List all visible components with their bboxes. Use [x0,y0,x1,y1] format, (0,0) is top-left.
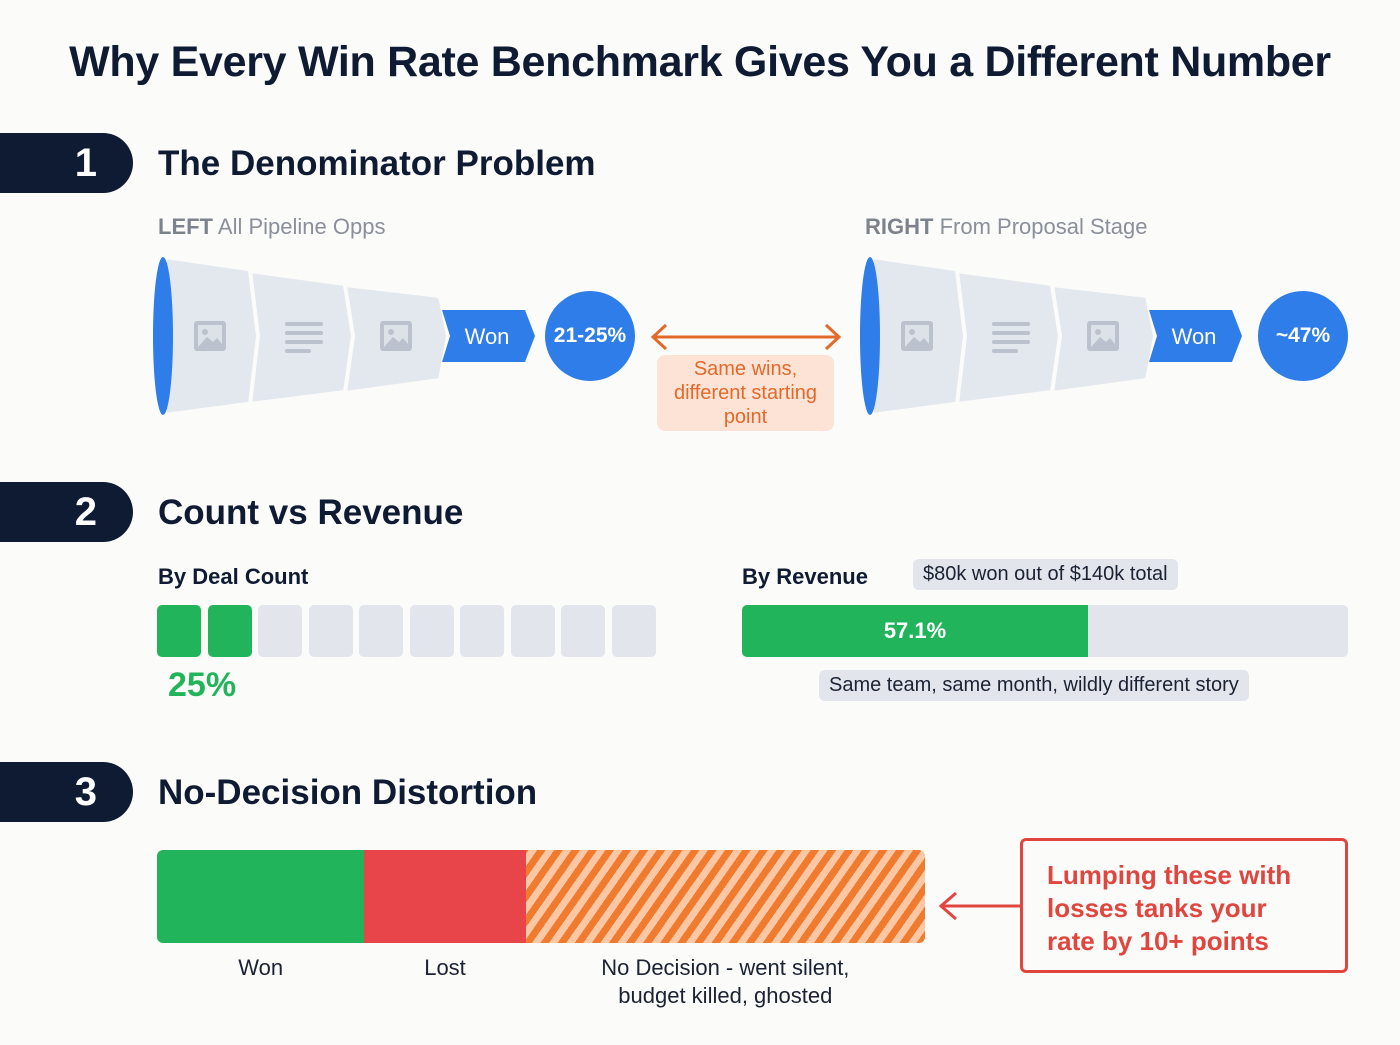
funnel-mouth [860,257,880,415]
count-rate: 25% [168,666,237,704]
won-stage [1149,310,1242,362]
deal-square [611,605,656,657]
revenue-label: By Revenue [742,564,868,589]
revenue-note: $80k won out of $140k total [913,559,1178,590]
section-title-3: No-Decision Distortion [158,773,538,812]
page-title: Why Every Win Rate Benchmark Gives You a… [69,38,1331,86]
image-icon [1087,321,1119,351]
left-arrow-icon [938,891,1020,921]
deal-count-label: By Deal Count [158,564,309,589]
right-rate-circle: ~47% [1258,291,1348,381]
right-tag: RIGHT [865,214,934,239]
callout-box: Lumping these with losses tanks your rat… [1020,838,1348,973]
section-badge-1: 1 [0,133,133,193]
deal-square [460,605,504,657]
lines-icon [992,322,1030,353]
won-stage-label: Won [465,324,510,349]
outcome-bar [157,850,925,943]
outcome-segment-lost [364,850,526,943]
deal-square [409,605,454,657]
revenue-bar-fill: 57.1% [742,605,1089,657]
section-badge-3: 3 [0,762,133,822]
double-arrow-icon [650,323,842,351]
outcome-segment-won [157,850,365,943]
deal-square [359,605,403,657]
left-rate-circle: 21-25% [545,291,635,381]
deal-square [258,605,302,657]
right-label-text: From Proposal Stage [939,214,1148,239]
section-badge-2: 2 [0,482,133,542]
funnel-mouth [153,257,173,415]
won-stage-label: Won [1172,324,1217,349]
won-stage [442,310,535,362]
deal-won-square [157,605,201,657]
funnel-stage [954,268,1063,407]
section-title-1: The Denominator Problem [158,144,596,183]
image-icon [380,321,412,351]
outcome-label-won: Won [238,955,284,980]
deal-won-square [207,605,252,657]
lines-icon [285,322,323,353]
revenue-caption: Same team, same month, wildly different … [819,670,1249,701]
right-funnel: Won [857,250,1257,427]
outcome-label-lost: Lost [424,955,466,980]
image-icon [901,321,933,351]
deal-square [510,605,555,657]
left-label-text: All Pipeline Opps [217,214,386,239]
section-title-2: Count vs Revenue [158,493,464,532]
left-tag: LEFT [158,214,213,239]
same-wins-note: Same wins, different starting point [657,355,834,431]
left-funnel: Won [150,250,550,427]
funnel-stage [247,268,356,407]
deal-square [308,605,353,657]
revenue-bar: 57.1% [742,605,1348,657]
outcome-label-no-decision: No Decision - went silent, budget killed… [601,955,850,1008]
deal-square [561,605,605,657]
outcome-segment-no-decision [525,850,925,943]
right-funnel-label: RIGHT From Proposal Stage [865,214,1147,240]
image-icon [194,321,226,351]
left-funnel-label: LEFT All Pipeline Opps [158,214,385,240]
